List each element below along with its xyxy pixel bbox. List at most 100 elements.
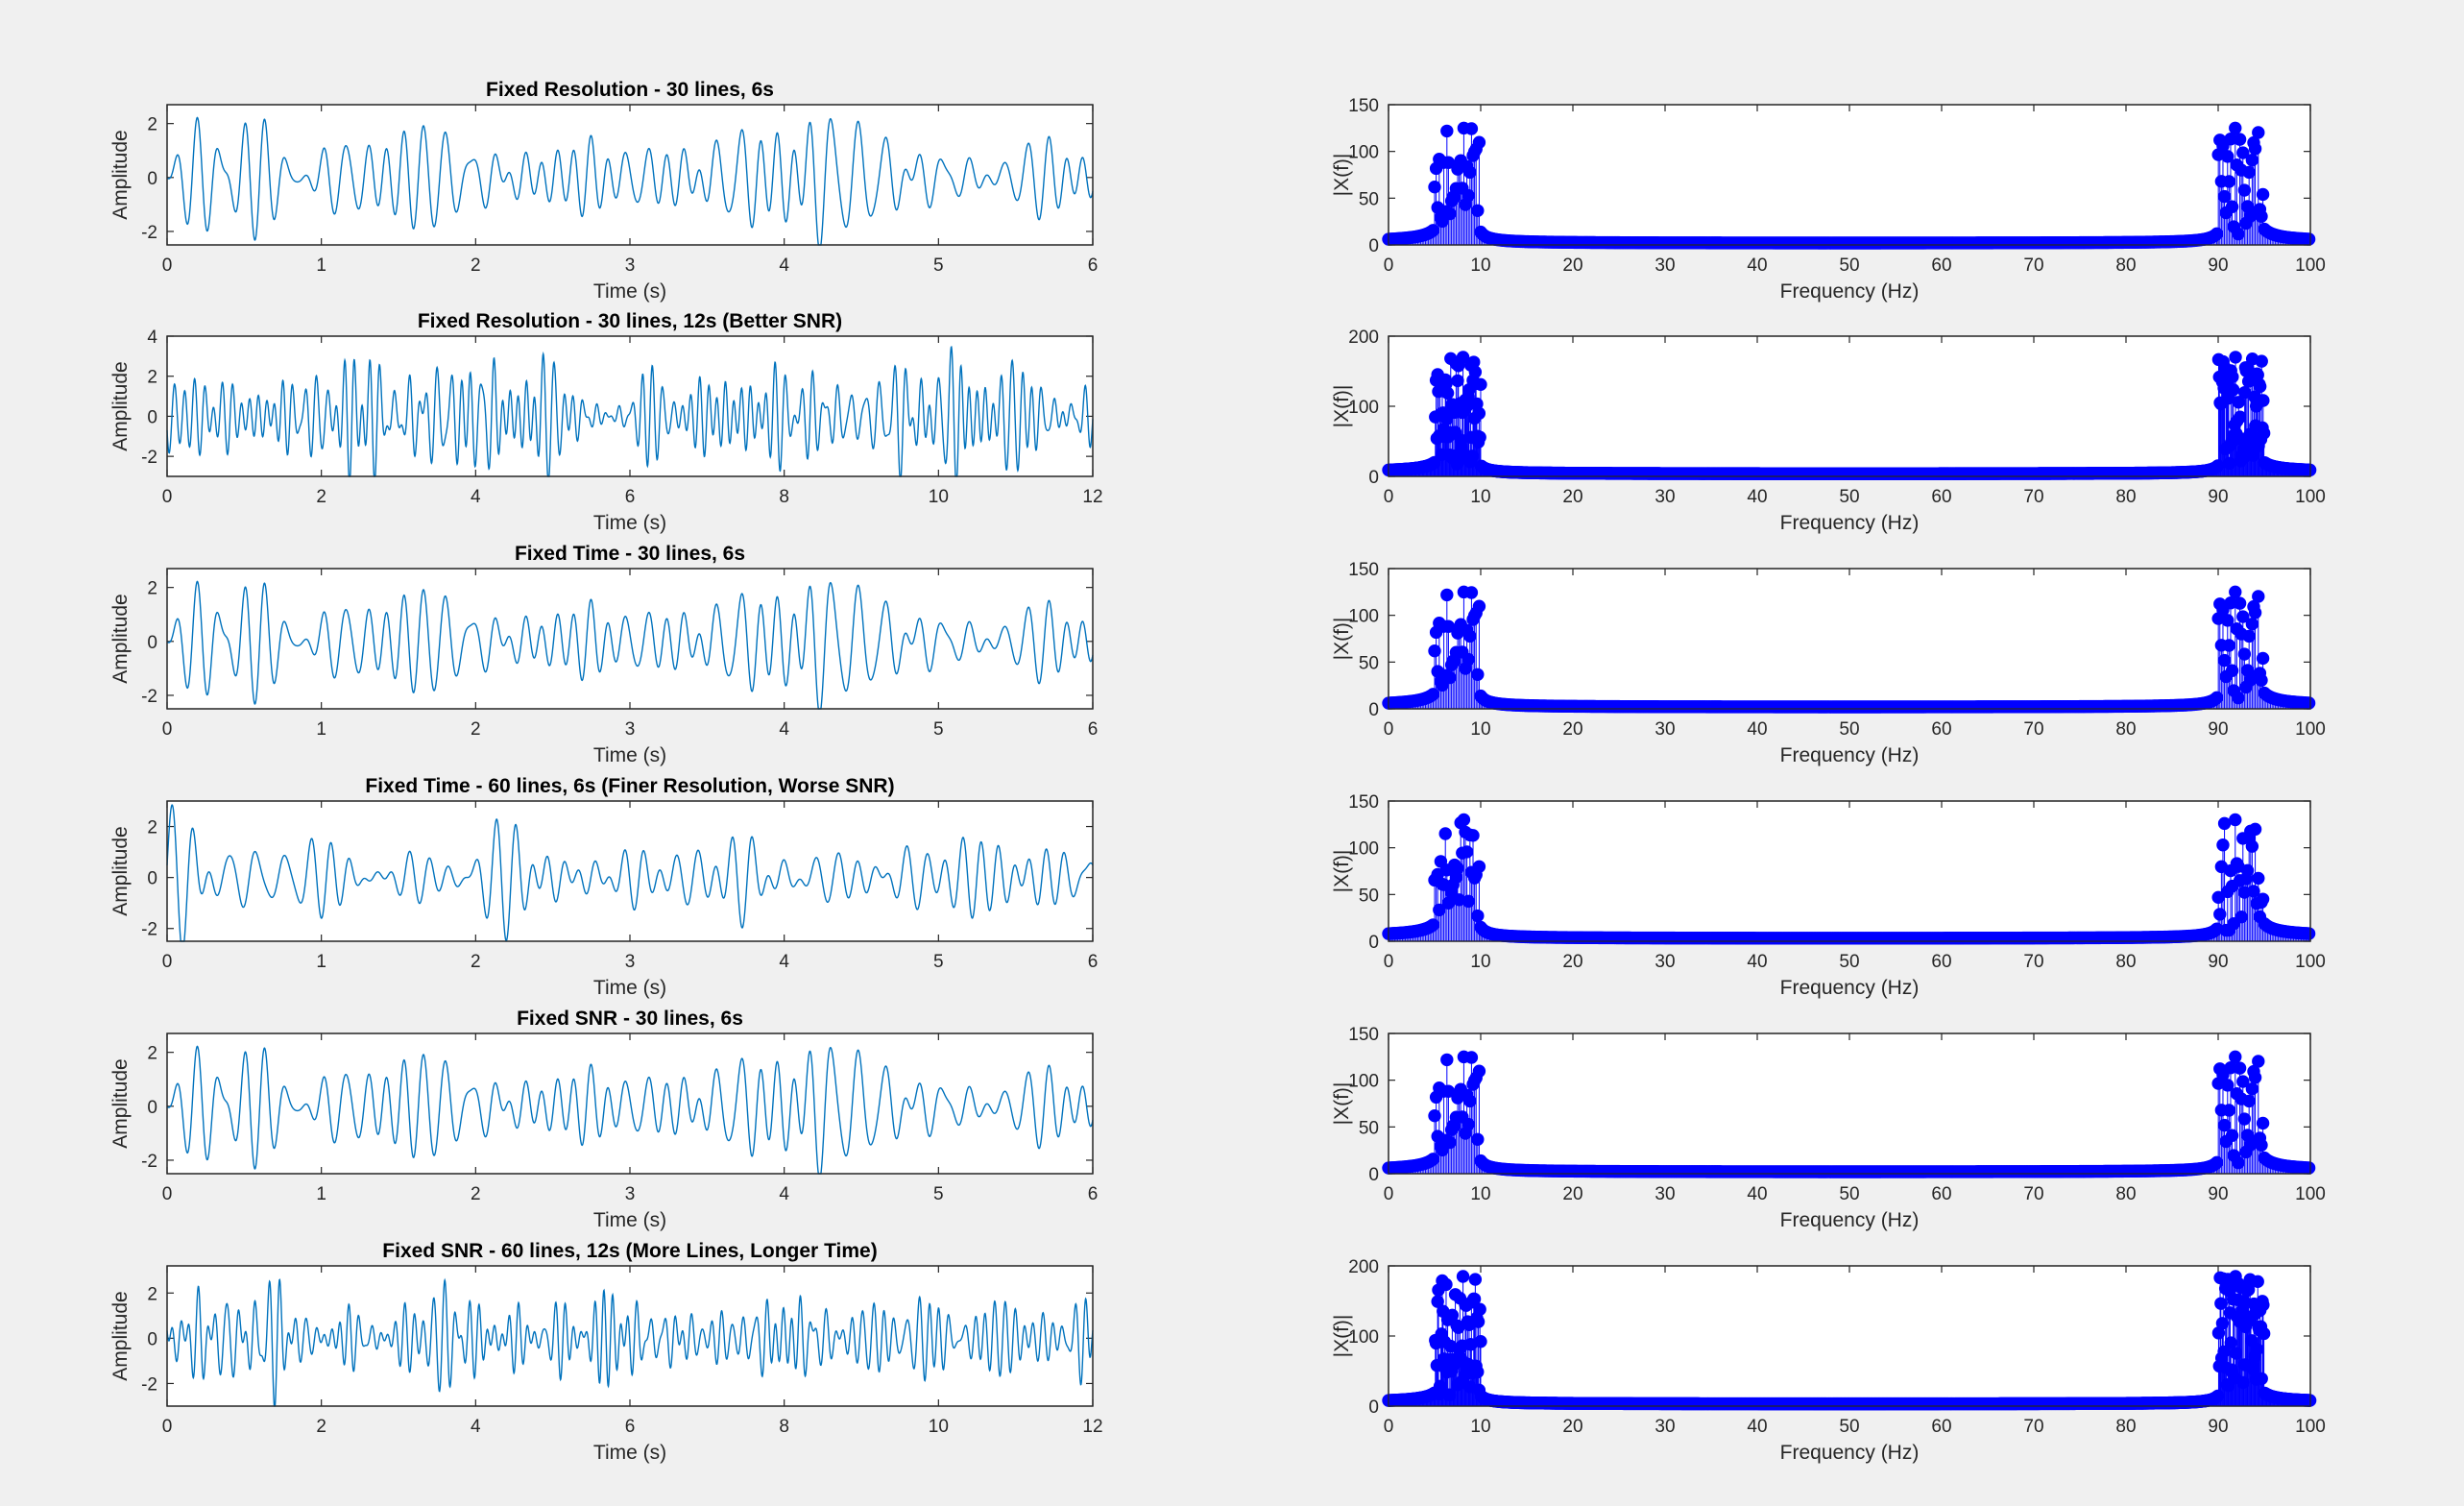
y-tick-label: 0 xyxy=(1368,236,1379,256)
stem-marker xyxy=(2233,133,2247,146)
y-tick-label: 0 xyxy=(147,169,157,189)
stem-marker xyxy=(2255,354,2268,368)
stem-marker xyxy=(2221,150,2235,163)
y-tick-label: 0 xyxy=(147,633,157,653)
x-axis-label: Frequency (Hz) xyxy=(1780,280,1920,303)
x-axis-label: Frequency (Hz) xyxy=(1780,512,1920,534)
y-axis-label: Amplitude xyxy=(109,594,132,683)
stem-marker xyxy=(2233,596,2247,610)
stem-marker xyxy=(2226,383,2240,397)
stem-marker xyxy=(1471,668,1485,681)
x-tick-label: 4 xyxy=(779,719,789,740)
x-tick-label: 10 xyxy=(1470,487,1490,507)
x-tick-label: 0 xyxy=(162,719,173,740)
plot-title: Fixed Time - 30 lines, 6s xyxy=(515,543,745,565)
x-tick-label: 6 xyxy=(1088,719,1099,740)
y-tick-label: 150 xyxy=(1348,560,1379,580)
x-tick-label: 0 xyxy=(1384,255,1394,276)
x-tick-label: 20 xyxy=(1562,719,1582,740)
stem-marker xyxy=(2257,394,2270,407)
x-tick-label: 3 xyxy=(625,255,636,276)
stem-marker xyxy=(1472,135,1486,149)
x-tick-label: 70 xyxy=(2023,487,2043,507)
x-tick-label: 2 xyxy=(471,719,481,740)
x-tick-label: 90 xyxy=(2208,719,2228,740)
x-tick-label: 12 xyxy=(1082,487,1102,507)
stem-marker xyxy=(1428,180,1441,194)
stem-marker xyxy=(1440,124,1454,138)
stem-marker xyxy=(1472,406,1486,421)
x-tick-label: 80 xyxy=(2115,487,2136,507)
stem-marker xyxy=(2248,142,2262,156)
y-tick-label: 150 xyxy=(1348,96,1379,116)
y-tick-label: 0 xyxy=(147,407,157,427)
x-tick-label: 5 xyxy=(933,719,944,740)
stem-marker xyxy=(1440,386,1455,400)
stem-marker xyxy=(1473,430,1486,444)
x-tick-label: 50 xyxy=(1839,255,1859,276)
stem-marker xyxy=(2248,606,2262,619)
y-tick-label: 100 xyxy=(1348,143,1379,163)
stem-series xyxy=(1382,121,2316,250)
stem-marker xyxy=(2302,232,2316,246)
x-axis-label: Time (s) xyxy=(593,512,666,534)
y-axis-label: Amplitude xyxy=(109,361,132,450)
y-tick-label: 50 xyxy=(1359,189,1379,209)
x-tick-label: 0 xyxy=(1384,487,1394,507)
plot-area xyxy=(1388,568,2311,710)
y-tick-label: 100 xyxy=(1348,398,1379,418)
x-tick-label: 70 xyxy=(2023,255,2043,276)
plot-area xyxy=(166,104,1094,246)
x-tick-label: 40 xyxy=(1747,719,1767,740)
x-tick-label: 60 xyxy=(1931,719,1951,740)
x-tick-label: 90 xyxy=(2208,487,2228,507)
x-tick-label: 10 xyxy=(929,487,949,507)
plot-area xyxy=(1388,104,2311,246)
x-tick-label: 70 xyxy=(2023,719,2043,740)
y-tick-label: 50 xyxy=(1359,653,1379,673)
spectrum-plot-1: 0 10 20 30 40 50 60 70 80 90 100 0 50 100 150 Frequency… xyxy=(1331,96,2326,303)
plot-title: Fixed Resolution - 30 lines, 6s xyxy=(486,79,774,101)
stem-marker xyxy=(2253,379,2267,394)
x-tick-label: 100 xyxy=(2295,487,2326,507)
x-tick-label: 4 xyxy=(471,487,481,507)
x-tick-label: 40 xyxy=(1747,487,1767,507)
y-axis-label: |X(f)| xyxy=(1331,154,1353,197)
y-tick-label: 0 xyxy=(1368,468,1379,488)
stem-marker xyxy=(2229,585,2242,599)
x-tick-label: 20 xyxy=(1562,255,1582,276)
y-tick-label: 2 xyxy=(147,115,157,135)
spectrum-plot-3: 0 10 20 30 40 50 60 70 80 90 100 0 50 100 150 Frequency… xyxy=(1331,560,2326,766)
x-tick-label: 100 xyxy=(2295,255,2326,276)
stem-marker xyxy=(2257,426,2271,440)
x-tick-label: 10 xyxy=(1470,719,1490,740)
plot-area xyxy=(1388,335,2311,477)
stem-marker xyxy=(2226,370,2239,384)
x-tick-label: 30 xyxy=(1655,255,1675,276)
x-tick-label: 3 xyxy=(625,719,636,740)
stem-marker xyxy=(2256,187,2270,202)
x-tick-label: 0 xyxy=(162,255,173,276)
x-tick-label: 2 xyxy=(471,255,481,276)
x-tick-label: 0 xyxy=(1384,719,1394,740)
x-tick-label: 80 xyxy=(2115,255,2136,276)
stem-marker xyxy=(1468,365,1483,379)
y-tick-label: 200 xyxy=(1348,328,1379,348)
x-axis-label: Time (s) xyxy=(593,280,666,303)
stem-marker xyxy=(1451,374,1464,388)
x-tick-label: 30 xyxy=(1655,487,1675,507)
x-tick-label: 1 xyxy=(316,719,326,740)
y-axis-label: Amplitude xyxy=(109,130,132,219)
x-tick-label: 5 xyxy=(933,255,944,276)
plot-title: Fixed Resolution - 30 lines, 12s (Better… xyxy=(418,310,842,332)
x-tick-label: 50 xyxy=(1839,487,1859,507)
y-tick-label: 100 xyxy=(1348,607,1379,627)
stem-marker xyxy=(2245,153,2259,167)
stem-marker xyxy=(1464,586,1479,599)
y-tick-label: -2 xyxy=(141,223,157,243)
x-tick-label: 60 xyxy=(1931,487,1951,507)
stem-marker xyxy=(1464,122,1479,135)
